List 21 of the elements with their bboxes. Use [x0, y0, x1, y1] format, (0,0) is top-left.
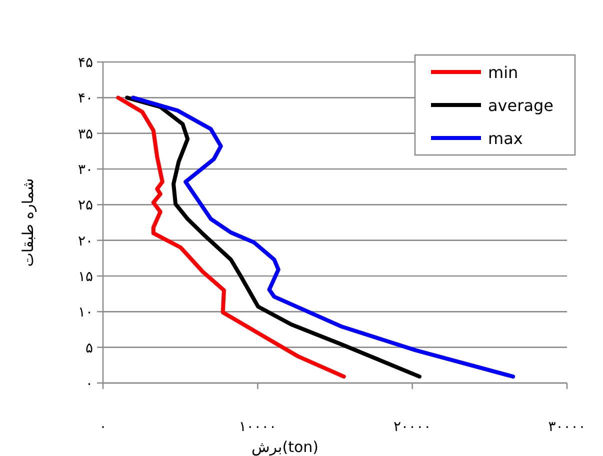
y-axis-title: شماره طبقات [19, 178, 37, 267]
x-tick-label: ۱۰۰۰۰ [238, 419, 276, 435]
x-tick-label: ۳۰۰۰۰ [548, 419, 586, 435]
y-tick-label: ۱۵ [78, 269, 93, 285]
x-tick-label: ۰ [99, 419, 107, 435]
y-tick-label: ۳۰ [78, 162, 93, 178]
y-tick-label: ۲۵ [78, 198, 93, 214]
legend-label: average [488, 96, 554, 115]
y-tick-label: ۰ [85, 376, 93, 392]
y-tick-label: ۳۵ [78, 126, 93, 142]
y-tick-label: ۱۰ [78, 304, 93, 321]
y-tick-label: ۲۰ [78, 233, 93, 250]
legend-label: min [488, 63, 518, 82]
x-axis-title: برش(ton) [251, 438, 319, 456]
y-tick-label: ۴۵ [78, 55, 93, 71]
y-tick-label: ۵ [85, 340, 93, 356]
line-series [116, 96, 346, 379]
line-series [125, 96, 422, 379]
legend-label: max [488, 129, 523, 148]
x-tick-label: ۲۰۰۰۰ [394, 419, 432, 435]
y-tick-label: ۴۰ [78, 90, 93, 107]
